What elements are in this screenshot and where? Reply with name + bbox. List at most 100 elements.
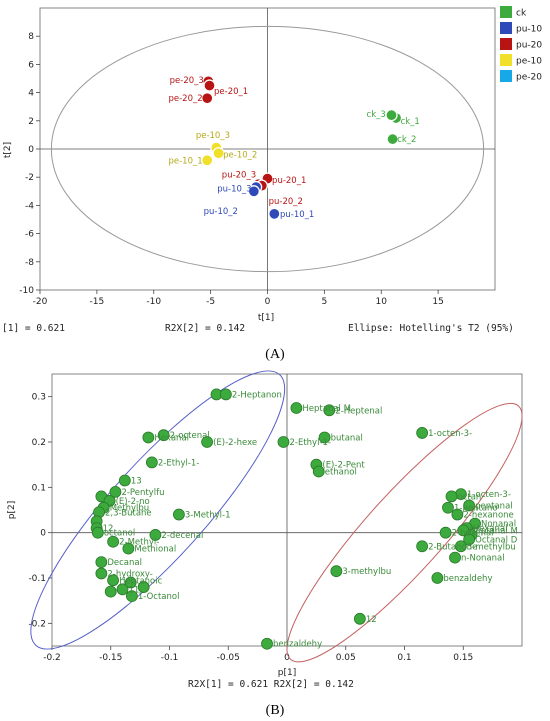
loading-label: 3-methylbu xyxy=(467,542,516,552)
loading-label: 1-octen-3- xyxy=(467,490,511,500)
loading-point xyxy=(95,490,108,503)
loading-label: Methional xyxy=(134,545,176,555)
chart-a-y-tick-label: 8 xyxy=(28,32,34,42)
loading-point xyxy=(416,540,429,553)
chart-a-y-tick-label: -8 xyxy=(25,258,34,268)
loading-label: 1-Octanol xyxy=(138,592,180,602)
loading-point xyxy=(465,529,478,541)
hotelling-ellipse xyxy=(50,25,485,273)
chart-a-x-tick-label: -10 xyxy=(146,297,161,307)
loading-label: Heptanoic xyxy=(119,576,163,586)
loading-label: Heptanal M xyxy=(469,526,518,536)
loading-label: 1-pentano xyxy=(454,504,498,514)
chart-b-x-tick-label: 0.15 xyxy=(453,653,473,663)
loading-point xyxy=(124,576,137,589)
loading-label: 11 xyxy=(129,585,140,595)
point-label: pe-10_3 xyxy=(196,131,230,141)
point-pe-10_2 xyxy=(212,147,225,160)
loading-point xyxy=(451,508,464,521)
loading-label: n-Nonanal xyxy=(461,554,505,564)
chart-b-x-tick-label: 0 xyxy=(284,653,290,663)
chart-b-points xyxy=(90,388,481,650)
chart-a-point-labels: ck_1 ck_3 ck_2 pe-20_3 pe-20_1 pe-20_2 pe-10_3… xyxy=(168,76,419,220)
loading-label: 2-Methyl- xyxy=(119,538,159,548)
loading-label: 3-methylbu xyxy=(342,567,391,577)
loading-label: (E)-2-Pent xyxy=(322,461,365,471)
loading-point xyxy=(107,574,119,587)
point-label: pu-10_1 xyxy=(280,210,314,220)
chart-b-x-tick-label: 0.05 xyxy=(336,653,356,663)
point-pu-10_1 xyxy=(268,207,281,221)
loading-label: 2-hexenal xyxy=(452,529,494,539)
chart-a-footer-mid: R2X[2] = 0.142 xyxy=(165,323,245,334)
loading-label: Hexanal xyxy=(473,524,508,534)
loading-label: butanal xyxy=(331,433,363,443)
chart-b-axis-ticks: -0.2 -0.15 -0.1 -0.05 0 0.05 0.1 0.15 0.3 0.2 0.1 0… xyxy=(28,374,522,663)
loading-point xyxy=(312,465,325,478)
chart-a-x-tick-label: 5 xyxy=(322,297,328,307)
loading-point xyxy=(142,431,155,444)
chart-b-x-tick-label: 0.1 xyxy=(397,653,411,663)
loading-label: 3-Methyl-1 xyxy=(185,511,231,521)
legend-label-pu-20: pu-20 xyxy=(516,41,542,51)
group-ellipse-1 xyxy=(30,370,286,650)
chart-a-points xyxy=(201,75,403,221)
chart-b-x-tick-label: -0.15 xyxy=(99,653,122,663)
loading-point xyxy=(454,540,467,553)
loading-label: Decanal xyxy=(107,558,142,568)
chart-a-x-axis-label: t[1] xyxy=(258,313,274,323)
loading-label: 2-decenal xyxy=(161,531,203,541)
chart-b-ellipses xyxy=(30,370,523,663)
loading-point xyxy=(210,388,223,401)
loading-point xyxy=(261,637,273,650)
chart-a-y-tick-label: -2 xyxy=(25,173,34,183)
point-label: pe-20_1 xyxy=(214,87,248,97)
loading-label: (E)-2-no xyxy=(116,497,150,507)
chart-b-y-tick-label: 0.1 xyxy=(32,483,46,493)
loading-point xyxy=(463,533,476,546)
loading-label: Methylbu xyxy=(110,504,149,514)
chart-b-x-tick-label: -0.2 xyxy=(43,653,61,663)
loading-label: benzaldehy xyxy=(443,574,492,584)
chart-b-x-tick-label: -0.1 xyxy=(161,653,179,663)
point-ck_3 xyxy=(385,109,398,122)
caption-b: (B) xyxy=(266,703,285,718)
loading-point xyxy=(95,556,108,569)
point-pe-20_2 xyxy=(201,92,214,105)
chart-b-plot-area xyxy=(51,373,523,647)
point-pe-20_1 xyxy=(203,79,216,92)
legend-swatch-pe-20 xyxy=(500,70,512,82)
loading-point xyxy=(90,515,103,528)
chart-a-footer-right: Ellipse: Hotelling's T2 (95%) xyxy=(348,323,514,334)
point-ck_2 xyxy=(386,132,399,146)
legend-swatch-pu-10 xyxy=(500,22,512,34)
loading-point xyxy=(310,458,323,471)
loading-point xyxy=(439,526,452,539)
point-label: pe-10_2 xyxy=(223,151,257,161)
point-label: ck_3 xyxy=(367,110,386,120)
legend-swatch-pe-10 xyxy=(500,54,512,66)
chart-b-footer: R2X[1] = 0.621 R2X[2] = 0.142 xyxy=(188,679,354,690)
loading-point xyxy=(125,590,138,603)
loading-point xyxy=(290,402,303,414)
loading-label: Nonanal xyxy=(481,520,516,530)
loading-point xyxy=(109,485,122,498)
loading-point xyxy=(93,506,105,519)
point-pu-10_2 xyxy=(247,185,261,198)
chart-b-y-tick-label: -0.1 xyxy=(28,574,46,584)
chart-a-y-tick-label: 2 xyxy=(28,117,34,127)
loading-label: 1-octen-3- xyxy=(428,429,472,439)
loading-label: Heptanal M xyxy=(302,404,351,414)
loading-point xyxy=(91,526,104,539)
loading-label: 2-Butanone xyxy=(428,542,477,552)
loading-label: 2-hexanone xyxy=(463,511,513,521)
point-label: pe-20_2 xyxy=(168,94,202,104)
loading-label: Hexanal xyxy=(154,433,189,443)
loading-point xyxy=(149,529,162,541)
chart-a-y-tick-label: -10 xyxy=(19,286,34,296)
chart-b-y-tick-label: 0.3 xyxy=(32,393,46,403)
chart-a-y-tick-label: 6 xyxy=(28,60,34,70)
chart-a-y-tick-label: -4 xyxy=(25,201,34,211)
loading-label: ethanol xyxy=(325,467,357,477)
